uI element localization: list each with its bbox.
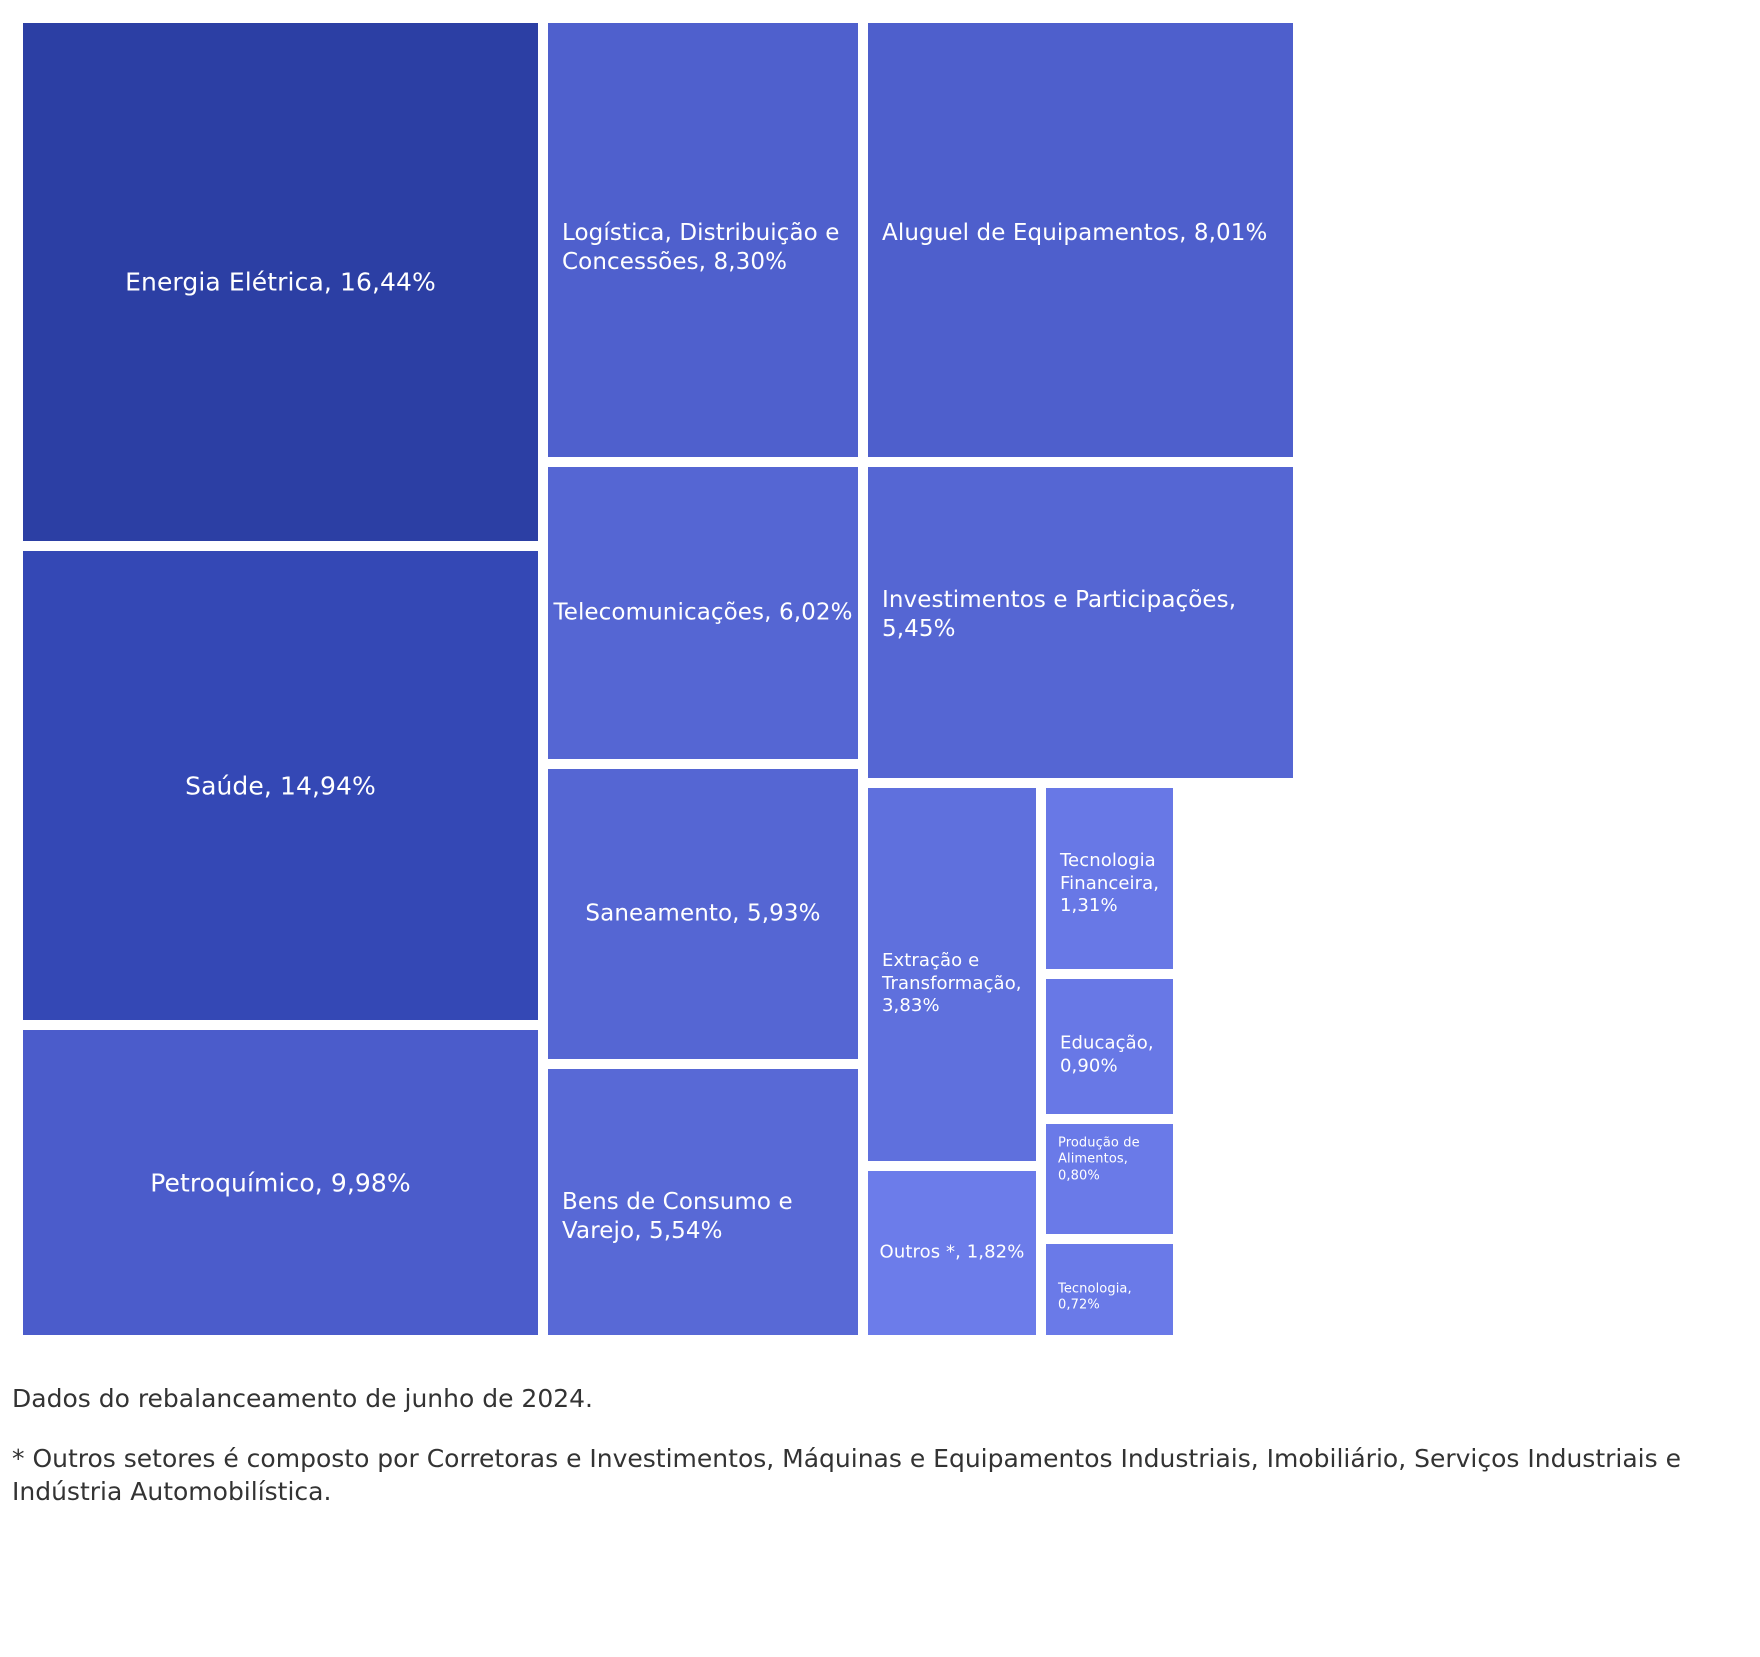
tile-label-petroquimico: Petroquímico, 9,98% <box>150 1167 411 1197</box>
treemap-tile-tecnologia-financeira[interactable]: Tecnologia Financeira, 1,31% <box>1041 783 1178 974</box>
tile-label-energia-eletrica: Energia Elétrica, 16,44% <box>125 267 436 297</box>
tile-label-bens-de-consumo: Bens de Consumo e Varejo, 5,54% <box>562 1189 793 1244</box>
treemap-tile-aluguel-equipamentos[interactable]: Aluguel de Equipamentos, 8,01% <box>863 18 1298 462</box>
treemap-tile-saude[interactable]: Saúde, 14,94% <box>18 546 543 1025</box>
treemap-tile-energia-eletrica[interactable]: Energia Elétrica, 16,44% <box>18 18 543 546</box>
tile-label-educacao: Educação, 0,90% <box>1060 1032 1154 1076</box>
tile-label-investimentos: Investimentos e Participações, 5,45% <box>882 587 1237 642</box>
treemap-tile-producao-alimentos[interactable]: Produção de Alimentos, 0,80% <box>1041 1119 1178 1239</box>
tile-label-saude: Saúde, 14,94% <box>185 770 376 800</box>
treemap-tile-educacao[interactable]: Educação, 0,90% <box>1041 974 1178 1119</box>
tile-label-telecomunicacoes: Telecomunicações, 6,02% <box>553 599 853 626</box>
tile-label-extracao: Extração e Transformação, 3,83% <box>882 949 1022 1017</box>
treemap-tile-logistica[interactable]: Logística, Distribuição e Concessões, 8,… <box>543 18 863 462</box>
tile-label-outros: Outros *, 1,82% <box>879 1241 1025 1263</box>
treemap-tile-outros[interactable]: Outros *, 1,82% <box>863 1166 1041 1340</box>
tile-label-tecnologia-financeira: Tecnologia Financeira, 1,31% <box>1060 849 1160 917</box>
tile-label-saneamento: Saneamento, 5,93% <box>585 900 821 927</box>
tile-label-aluguel-equipamentos: Aluguel de Equipamentos, 8,01% <box>882 220 1268 246</box>
treemap-tile-saneamento[interactable]: Saneamento, 5,93% <box>543 764 863 1064</box>
treemap-tile-bens-de-consumo[interactable]: Bens de Consumo e Varejo, 5,54% <box>543 1064 863 1340</box>
footnotes: Dados do rebalanceamento de junho de 202… <box>12 1382 1752 1509</box>
tile-label-producao-alimentos: Produção de Alimentos, 0,80% <box>1058 1135 1140 1184</box>
treemap-tile-telecomunicacoes[interactable]: Telecomunicações, 6,02% <box>543 462 863 764</box>
footnote-source: Dados do rebalanceamento de junho de 202… <box>12 1384 593 1413</box>
tile-label-logistica: Logística, Distribuição e Concessões, 8,… <box>562 220 840 275</box>
treemap-tile-investimentos[interactable]: Investimentos e Participações, 5,45% <box>863 462 1298 783</box>
treemap-tile-petroquimico[interactable]: Petroquímico, 9,98% <box>18 1025 543 1340</box>
treemap-tile-extracao[interactable]: Extração e Transformação, 3,83% <box>863 783 1041 1166</box>
treemap-chart: Energia Elétrica, 16,44% Saúde, 14,94% P… <box>18 18 1298 1340</box>
treemap-tile-tecnologia[interactable]: Tecnologia, 0,72% <box>1041 1239 1178 1340</box>
footnote-others: * Outros setores é composto por Corretor… <box>12 1443 1681 1507</box>
tile-label-tecnologia: Tecnologia, 0,72% <box>1058 1281 1132 1313</box>
